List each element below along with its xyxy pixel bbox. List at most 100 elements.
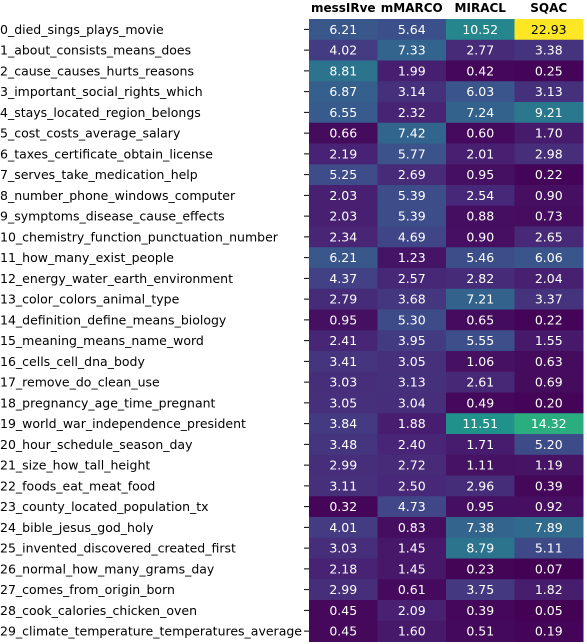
heatmap-cell (377, 413, 447, 435)
cell-value: 2.77 (466, 43, 494, 58)
heatmap-cell (514, 600, 584, 622)
cell-value: 1.45 (398, 541, 426, 556)
heatmap-cell (446, 558, 515, 580)
cell-value: 0.92 (535, 499, 563, 514)
cell-value: 2.79 (329, 292, 357, 307)
cell-value: 0.07 (535, 561, 563, 576)
cell-value: 2.61 (466, 375, 494, 390)
heatmap-cell (514, 288, 584, 310)
cell-value: 2.65 (535, 229, 563, 244)
cell-value: 0.39 (535, 478, 563, 493)
heatmap-cell (309, 434, 378, 456)
row-label: 14_definition_define_means_biology (0, 312, 227, 327)
cell-value: 2.19 (329, 146, 357, 161)
cell-value: 2.50 (398, 478, 426, 493)
heatmap-cell (377, 620, 447, 642)
cell-value: 6.03 (466, 84, 494, 99)
heatmap-cell (309, 475, 378, 497)
cell-value: 9.21 (535, 105, 563, 120)
cell-value: 2.18 (329, 561, 357, 576)
heatmap-cell (446, 579, 515, 601)
heatmap-cell (446, 185, 515, 207)
cell-value: 3.14 (398, 84, 426, 99)
row-label: 20_hour_schedule_season_day (0, 437, 193, 452)
cell-value: 0.95 (466, 167, 494, 182)
heatmap-cell (514, 122, 584, 144)
heatmap-cell (377, 558, 447, 580)
cell-value: 2.01 (466, 146, 494, 161)
heatmap-cell (514, 413, 584, 435)
cell-value: 1.23 (398, 250, 426, 265)
heatmap-cell (309, 143, 378, 165)
heatmap-cell (514, 60, 584, 82)
cell-value: 0.39 (466, 603, 494, 618)
heatmap-cell (446, 434, 515, 456)
heatmap-cell (309, 330, 378, 352)
heatmap-cell (446, 39, 515, 61)
cell-value: 7.24 (466, 105, 494, 120)
cell-value: 3.03 (329, 375, 357, 390)
heatmap-cell (377, 247, 447, 269)
cell-value: 4.73 (398, 499, 426, 514)
cell-value: 3.04 (398, 395, 426, 410)
cell-value: 10.52 (462, 22, 498, 37)
cell-value: 3.13 (398, 375, 426, 390)
row-label: 18_pregnancy_age_time_pregnant (0, 395, 216, 410)
row-label: 29_climate_temperature_temperatures_aver… (0, 624, 302, 639)
heatmap-cell (309, 102, 378, 124)
cell-value: 2.69 (398, 167, 426, 182)
row-label: 4_stays_located_region_belongs (0, 105, 201, 120)
heatmap-cell (446, 413, 515, 435)
heatmap-cell (514, 517, 584, 539)
cell-value: 3.95 (398, 333, 426, 348)
column-header-mmarco: mMARCO (381, 1, 443, 15)
cell-value: 3.37 (535, 292, 563, 307)
cell-value: 0.61 (398, 582, 426, 597)
cell-value: 5.46 (466, 250, 494, 265)
heatmap-cell (446, 330, 515, 352)
cell-value: 1.99 (398, 63, 426, 78)
heatmap-cell (514, 537, 584, 559)
heatmap-cell (514, 247, 584, 269)
heatmap-cell (514, 102, 584, 124)
cell-value: 2.96 (466, 478, 494, 493)
cell-value: 0.32 (329, 499, 357, 514)
heatmap-cell (309, 226, 378, 248)
cell-value: 1.88 (398, 416, 426, 431)
row-label: 5_cost_costs_average_salary (0, 126, 181, 141)
heatmap-cell (446, 496, 515, 518)
cell-value: 6.87 (329, 84, 357, 99)
cell-value: 0.22 (535, 167, 563, 182)
heatmap-cell (514, 205, 584, 227)
row-label: 6_taxes_certificate_obtain_license (0, 146, 213, 161)
cell-value: 5.55 (466, 333, 494, 348)
cell-value: 0.65 (466, 312, 494, 327)
heatmap-cell (446, 371, 515, 393)
heatmap-cell (309, 288, 378, 310)
cell-value: 5.25 (329, 167, 357, 182)
heatmap-cell (309, 351, 378, 373)
cell-value: 2.03 (329, 188, 357, 203)
cell-value: 3.13 (535, 84, 563, 99)
heatmap-cell (514, 309, 584, 331)
cell-value: 2.57 (398, 271, 426, 286)
heatmap-cell (377, 330, 447, 352)
heatmap-cell (514, 330, 584, 352)
heatmap-cell (377, 496, 447, 518)
cell-value: 2.54 (466, 188, 494, 203)
heatmap-cell (514, 496, 584, 518)
heatmap-cell (377, 60, 447, 82)
cell-value: 2.34 (329, 229, 357, 244)
heatmap-cell (377, 81, 447, 103)
heatmap-cell (377, 371, 447, 393)
row-label: 8_number_phone_windows_computer (0, 188, 236, 203)
row-label: 12_energy_water_earth_environment (0, 271, 233, 286)
heatmap-cell (309, 268, 378, 290)
heatmap-cell (514, 164, 584, 186)
cell-value: 6.21 (329, 22, 357, 37)
heatmap-cell (514, 454, 584, 476)
cell-value: 3.03 (329, 541, 357, 556)
cell-value: 0.25 (535, 63, 563, 78)
heatmap-cell (309, 164, 378, 186)
cell-value: 3.05 (398, 354, 426, 369)
